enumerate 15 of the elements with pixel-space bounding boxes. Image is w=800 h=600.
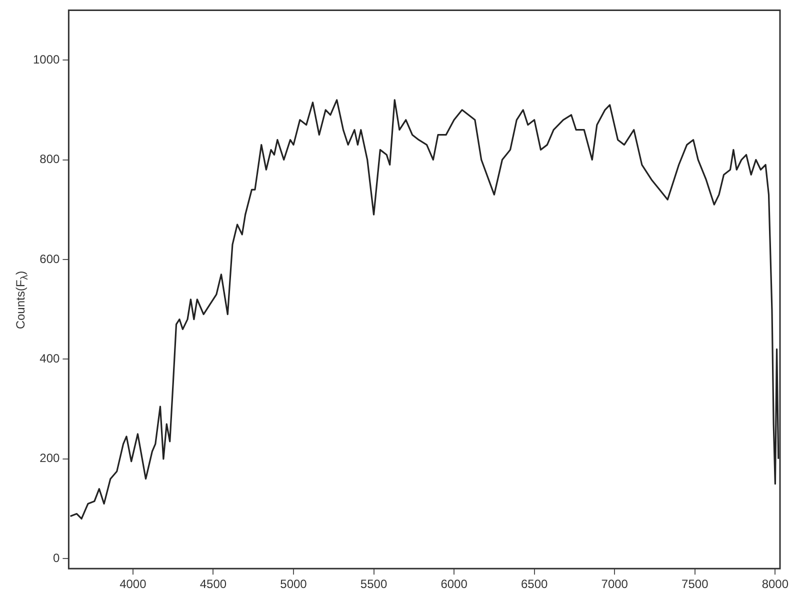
x-tick-label: 8000 xyxy=(762,577,789,592)
y-tick-label: 600 xyxy=(40,252,60,266)
y-tick-label: 400 xyxy=(40,352,60,366)
y-tick-label: 1000 xyxy=(32,52,60,66)
x-tick-label: 5000 xyxy=(280,577,308,592)
x-tick-label: 6000 xyxy=(440,577,468,592)
x-tick-label: 4000 xyxy=(120,577,147,592)
x-tick-label: 7000 xyxy=(601,577,628,592)
x-tick-label: 6500 xyxy=(520,577,548,592)
y-tick-label: 800 xyxy=(40,152,60,166)
x-tick-label: 7500 xyxy=(682,577,709,592)
x-tick-label: 4500 xyxy=(200,577,227,592)
y-tick-label: 0 xyxy=(53,550,60,565)
x-tick-label: 5500 xyxy=(360,577,388,592)
y-tick-label: 200 xyxy=(40,451,60,466)
